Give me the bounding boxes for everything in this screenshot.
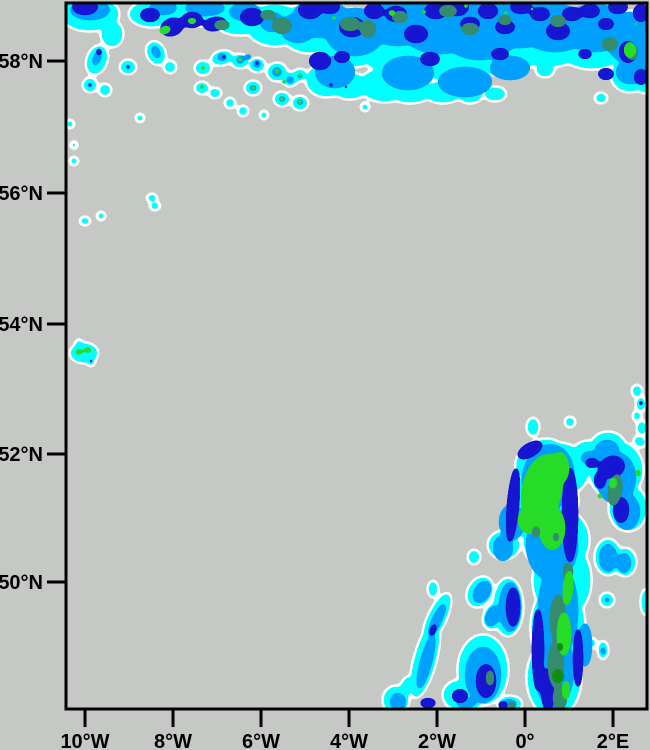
- x-tick-label-0°: 0°: [515, 731, 534, 750]
- x-tick-label-4°W: 4°W: [330, 731, 368, 750]
- y-tick-label-50°N: 50°N: [0, 572, 43, 594]
- y-tick-label-58°N: 58°N: [0, 51, 43, 73]
- x-tick-label-10°W: 10°W: [60, 731, 109, 750]
- precip-layer-teal-specks: [532, 526, 559, 542]
- x-tick-label-8°W: 8°W: [154, 731, 192, 750]
- y-tick-label-54°N: 54°N: [0, 314, 43, 336]
- precip-layer-darkgreen: [552, 642, 564, 683]
- y-tick-label-56°N: 56°N: [0, 183, 43, 205]
- y-tick-label-52°N: 52°N: [0, 444, 43, 466]
- axes: 58°N 56°N 54°N 52°N 50°N 10°W 8°W 6°W 4°W 2°W 0° 2°…: [0, 51, 629, 750]
- plot-frame: [64, 1, 649, 711]
- x-tick-label-2°W: 2°W: [418, 731, 456, 750]
- x-tick-label-2°E: 2°E: [597, 731, 629, 750]
- x-tick-label-6°W: 6°W: [242, 731, 280, 750]
- precipitation-field: [65, 2, 648, 710]
